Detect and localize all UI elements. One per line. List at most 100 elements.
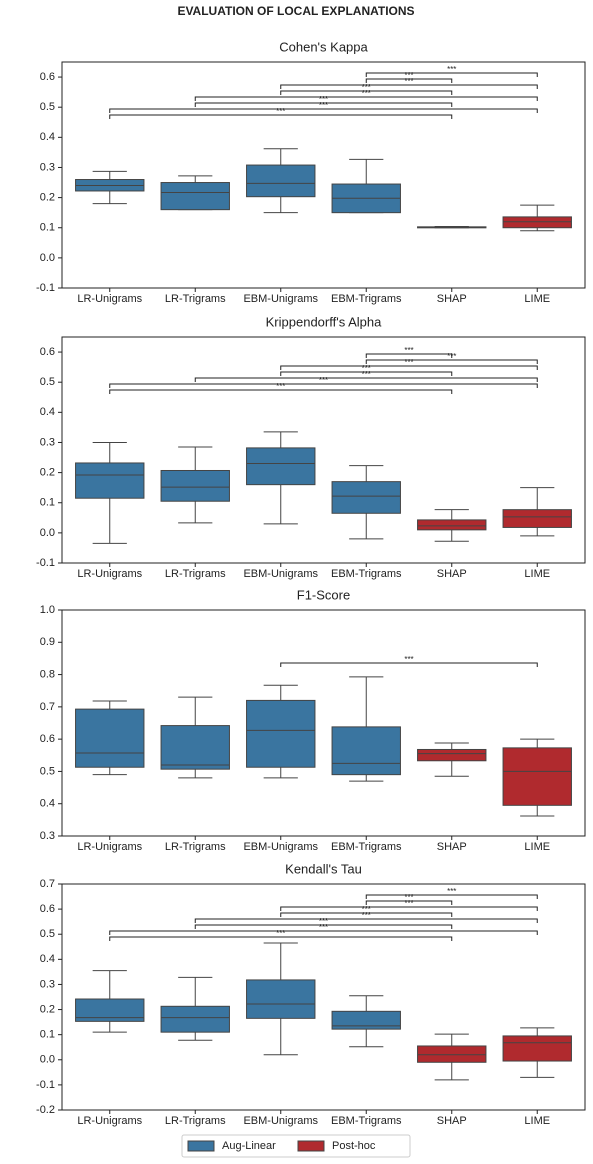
x-tick-label: SHAP xyxy=(437,841,467,853)
legend-label: Post-hoc xyxy=(332,1140,376,1152)
y-tick-label: -0.1 xyxy=(36,557,55,569)
x-tick-label: EBM-Trigrams xyxy=(331,568,402,580)
y-tick-label: 0.0 xyxy=(40,527,55,539)
chart-title: Krippendorff's Alpha xyxy=(266,314,382,329)
y-tick-label: 0.5 xyxy=(40,928,55,940)
y-tick-label: 0.5 xyxy=(40,376,55,388)
x-tick-label: LR-Unigrams xyxy=(77,841,142,853)
significance-label: *** xyxy=(404,655,413,664)
significance-bracket xyxy=(365,78,453,83)
significance-bracket xyxy=(280,90,453,95)
y-tick-label: 0.0 xyxy=(40,1054,55,1066)
y-tick-label: 0.7 xyxy=(40,701,55,713)
x-tick-label: EBM-Unigrams xyxy=(243,1115,318,1127)
x-tick-label: SHAP xyxy=(437,293,467,305)
box xyxy=(160,1005,230,1033)
significance-bracket xyxy=(365,72,538,77)
significance-bracket xyxy=(280,365,538,370)
box xyxy=(246,979,316,1019)
y-tick-label: 0.2 xyxy=(40,467,55,479)
significance-bracket xyxy=(109,389,453,394)
legend-frame xyxy=(181,1134,411,1158)
significance-label: *** xyxy=(319,917,328,926)
significance-label: *** xyxy=(362,905,371,914)
significance-bracket xyxy=(365,900,453,905)
significance-label: *** xyxy=(319,95,328,104)
significance-label: *** xyxy=(447,65,456,74)
x-tick-label: SHAP xyxy=(437,1115,467,1127)
significance-bracket xyxy=(109,936,453,941)
box xyxy=(417,748,487,762)
y-tick-label: 1.0 xyxy=(40,604,55,616)
box xyxy=(160,182,230,211)
chart-title: F1-Score xyxy=(297,587,350,602)
y-tick-label: 0.2 xyxy=(40,192,55,204)
significance-label: *** xyxy=(404,358,413,367)
box xyxy=(75,462,145,499)
y-tick-label: 0.1 xyxy=(40,497,55,509)
legend-label: Aug-Linear xyxy=(222,1140,276,1152)
box xyxy=(331,1010,401,1030)
significance-label: *** xyxy=(447,887,456,896)
box xyxy=(502,747,572,806)
y-tick-label: 0.6 xyxy=(40,903,55,915)
significance-bracket xyxy=(194,924,453,929)
y-tick-label: 0.5 xyxy=(40,765,55,777)
plot-frame xyxy=(61,883,586,1111)
x-tick-label: LR-Trigrams xyxy=(165,841,226,853)
significance-label: *** xyxy=(404,893,413,902)
significance-bracket xyxy=(109,930,538,935)
significance-bracket xyxy=(194,377,538,382)
y-tick-label: 0.4 xyxy=(40,406,55,418)
box xyxy=(246,699,316,768)
x-tick-label: LIME xyxy=(524,1115,550,1127)
box xyxy=(246,164,316,198)
y-tick-label: -0.1 xyxy=(36,282,55,294)
y-tick-label: 0.3 xyxy=(40,436,55,448)
x-tick-label: SHAP xyxy=(437,568,467,580)
significance-bracket xyxy=(194,918,538,923)
y-tick-label: 0.9 xyxy=(40,636,55,648)
y-tick-label: 0.2 xyxy=(40,1003,55,1015)
box xyxy=(417,519,487,531)
significance-bracket xyxy=(280,906,538,911)
y-tick-label: -0.1 xyxy=(36,1079,55,1091)
x-tick-label: LR-Trigrams xyxy=(165,1115,226,1127)
significance-bracket xyxy=(109,108,538,113)
significance-bracket xyxy=(365,353,453,358)
significance-label: *** xyxy=(319,376,328,385)
legend-swatch xyxy=(297,1140,325,1152)
significance-bracket xyxy=(109,383,538,388)
y-tick-label: 0.0 xyxy=(40,252,55,264)
significance-label: *** xyxy=(319,923,328,932)
x-tick-label: LIME xyxy=(524,841,550,853)
y-tick-label: 0.6 xyxy=(40,71,55,83)
y-tick-label: 0.6 xyxy=(40,346,55,358)
significance-label: *** xyxy=(362,911,371,920)
x-tick-label: EBM-Trigrams xyxy=(331,293,402,305)
box xyxy=(502,216,572,229)
x-tick-label: LR-Unigrams xyxy=(77,568,142,580)
x-tick-label: LIME xyxy=(524,568,550,580)
box xyxy=(502,1035,572,1062)
significance-label: *** xyxy=(319,101,328,110)
x-tick-label: EBM-Trigrams xyxy=(331,1115,402,1127)
significance-label: *** xyxy=(362,89,371,98)
x-tick-label: LIME xyxy=(524,293,550,305)
chart-title: Kendall's Tau xyxy=(285,861,362,876)
x-tick-label: EBM-Unigrams xyxy=(243,568,318,580)
x-tick-label: EBM-Unigrams xyxy=(243,293,318,305)
plot-frame xyxy=(61,336,586,564)
y-tick-label: 0.3 xyxy=(40,830,55,842)
significance-label: *** xyxy=(276,382,285,391)
y-tick-label: 0.4 xyxy=(40,953,55,965)
y-tick-label: 0.4 xyxy=(40,131,55,143)
significance-bracket xyxy=(365,359,538,364)
significance-bracket xyxy=(194,102,453,107)
x-tick-label: LR-Trigrams xyxy=(165,293,226,305)
significance-label: *** xyxy=(362,364,371,373)
x-tick-label: LR-Trigrams xyxy=(165,568,226,580)
legend-swatch xyxy=(187,1140,215,1152)
y-tick-label: 0.3 xyxy=(40,161,55,173)
